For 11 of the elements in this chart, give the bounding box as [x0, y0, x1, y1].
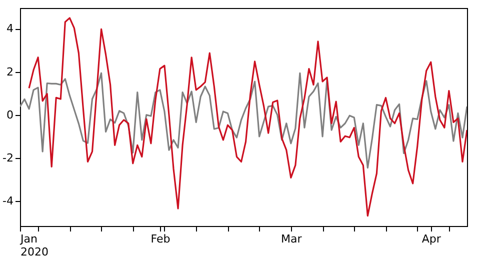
line-series [20, 72, 467, 169]
x-tick-label: Feb [150, 232, 170, 246]
line-series [28, 17, 467, 217]
y-tick-label: 4 [6, 22, 14, 36]
y-tick-label: 2 [6, 65, 14, 78]
y-tick-label: -2 [2, 152, 14, 165]
x-tick-label: Jan 2020 [20, 232, 48, 258]
x-tick-label: Apr [422, 232, 442, 246]
x-tick-label: Mar [281, 232, 302, 246]
y-tick-label: -4 [2, 194, 14, 208]
y-tick-label: 0 [6, 108, 14, 122]
